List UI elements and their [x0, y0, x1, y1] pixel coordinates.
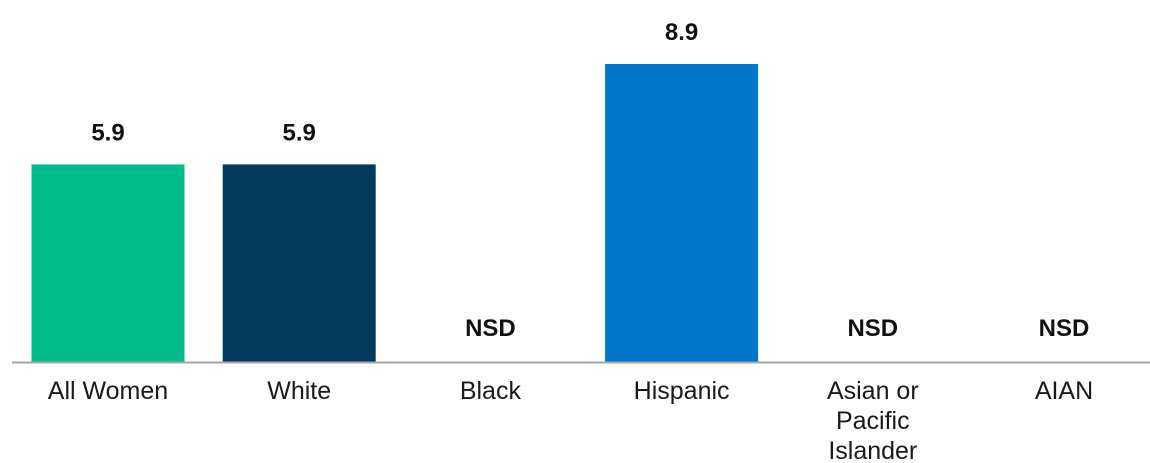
- category-label-line: AIAN: [1035, 377, 1093, 405]
- data-label-white: 5.9: [283, 119, 316, 146]
- category-label-line: Black: [460, 377, 522, 405]
- category-label-hispanic: Hispanic: [634, 377, 730, 405]
- category-label-line: Asian or: [827, 377, 919, 405]
- bar-white: [222, 164, 376, 362]
- data-label-hispanic: 8.9: [665, 19, 698, 46]
- category-label-line: White: [267, 377, 331, 405]
- category-label-all-women: All Women: [48, 377, 168, 405]
- bars-layer: [31, 64, 759, 362]
- category-label-asian-or-pacific-islander: Asian or Pacific Islander: [827, 377, 919, 463]
- category-label-aian: AIAN: [1035, 377, 1093, 405]
- categories-layer: All Women White Black Hispanic Asian or Pacif…: [48, 377, 1093, 463]
- data-label-all-women: 5.9: [91, 119, 124, 146]
- category-label-line: All Women: [48, 377, 168, 405]
- category-label-line: Pacific: [836, 407, 910, 435]
- category-label-white: White: [267, 377, 331, 405]
- labels-layer: 5.9 5.9 NSD 8.9 NSD NSD: [91, 19, 1089, 342]
- data-label-asian-or-pacific-islander: NSD: [847, 315, 898, 342]
- bar-hispanic: [605, 64, 759, 362]
- category-label-black: Black: [460, 377, 522, 405]
- category-label-line: Islander: [828, 437, 917, 463]
- bar-all-women: [31, 164, 185, 362]
- data-label-black: NSD: [465, 315, 516, 342]
- category-label-line: Hispanic: [634, 377, 730, 405]
- data-label-aian: NSD: [1039, 315, 1090, 342]
